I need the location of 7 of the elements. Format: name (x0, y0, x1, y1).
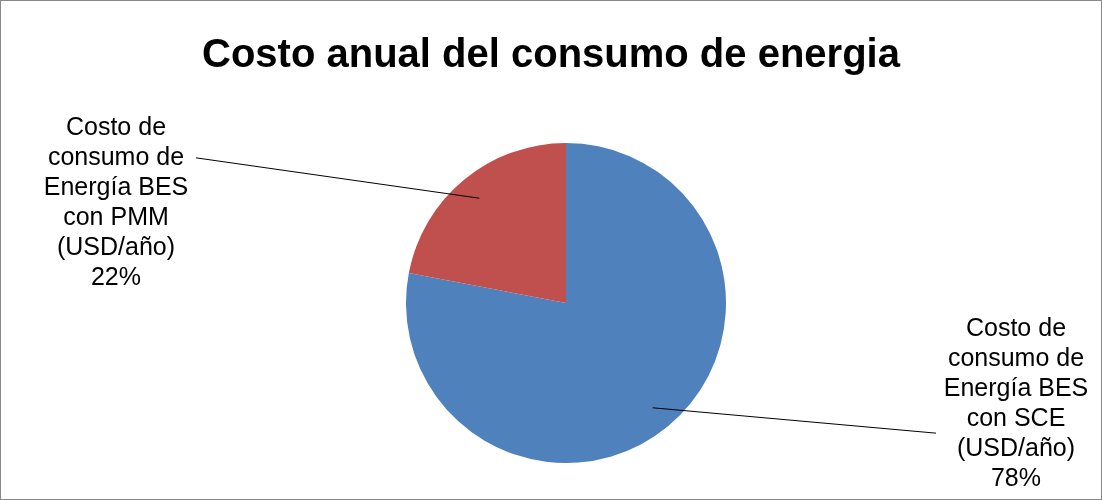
data-label: 22% (90, 262, 142, 291)
slice-label: Costo de consumo de Energía BES con SCE (USD/año) (943, 312, 1089, 461)
pie-slice (408, 143, 566, 303)
pie-slice (406, 143, 726, 463)
data-label: 78% (990, 462, 1042, 491)
chart-title: Costo anual del consumo de energia (201, 31, 902, 76)
slice-label: Costo de consumo de Energía BES con PMM (USD/año) (43, 112, 189, 261)
